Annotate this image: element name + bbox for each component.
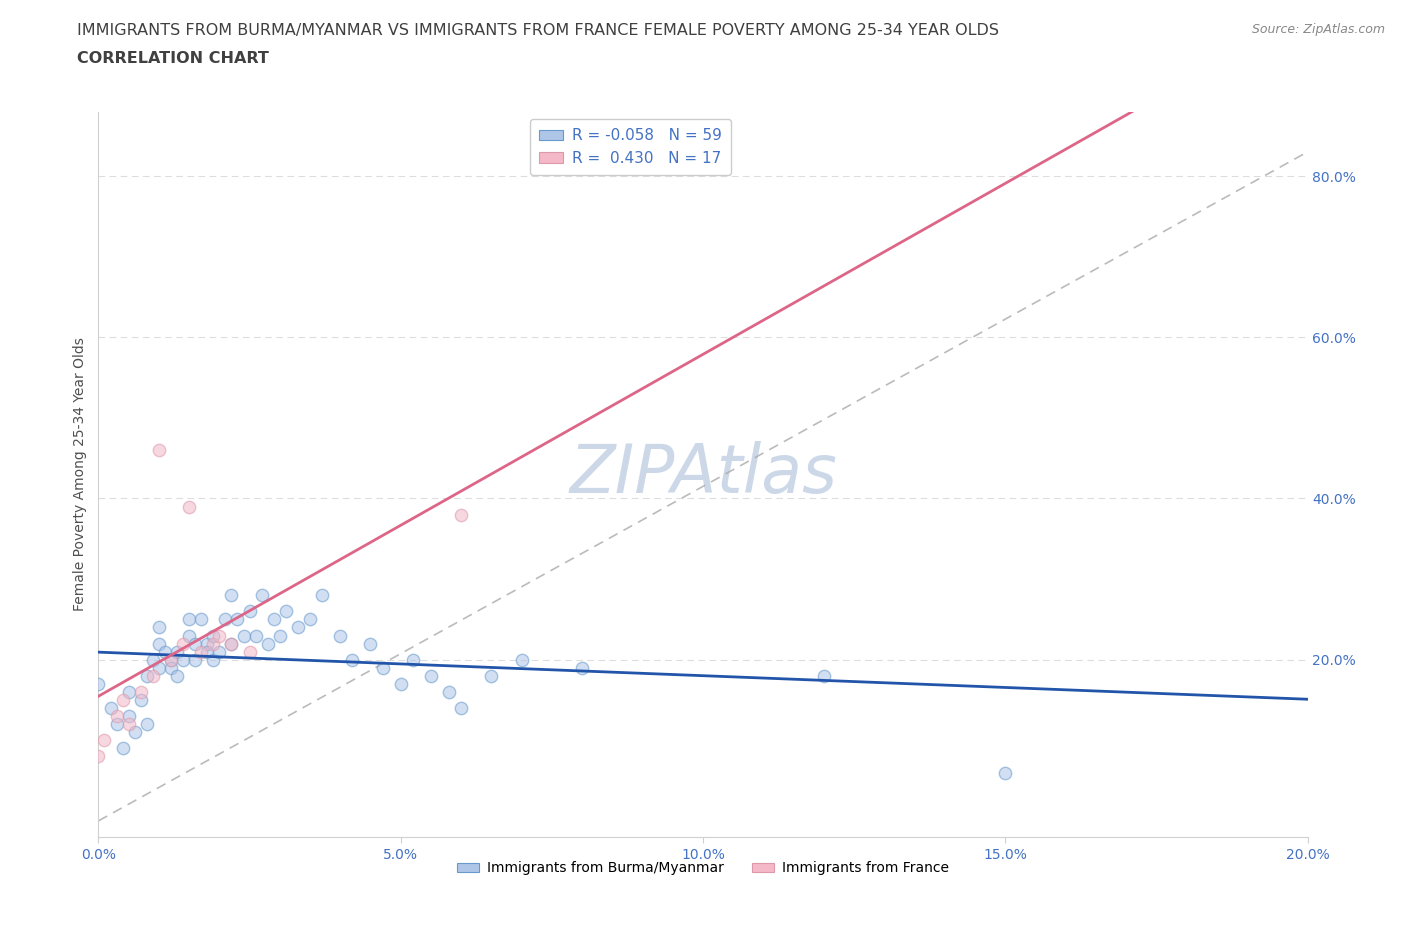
Point: [389, 676, 412, 691]
Point: [148, 660, 170, 675]
Point: [105, 717, 128, 732]
Point: [437, 684, 460, 699]
Point: [256, 636, 278, 651]
Point: [118, 717, 141, 732]
Point: [135, 717, 157, 732]
Point: [263, 612, 285, 627]
Point: [250, 588, 273, 603]
Point: [179, 499, 201, 514]
Point: [299, 612, 322, 627]
Point: [311, 588, 333, 603]
Point: [571, 660, 593, 675]
Point: [184, 636, 207, 651]
Point: [160, 660, 183, 675]
Point: [420, 669, 443, 684]
Point: [287, 620, 309, 635]
Point: [148, 620, 170, 635]
Point: [184, 652, 207, 667]
Point: [226, 612, 249, 627]
Point: [105, 709, 128, 724]
Point: [510, 652, 533, 667]
Point: [239, 604, 262, 618]
Point: [450, 507, 472, 522]
Point: [129, 684, 152, 699]
Point: [93, 733, 115, 748]
Text: Source: ZipAtlas.com: Source: ZipAtlas.com: [1251, 23, 1385, 36]
Point: [994, 765, 1017, 780]
Y-axis label: Female Poverty Among 25-34 Year Olds: Female Poverty Among 25-34 Year Olds: [73, 338, 87, 611]
Point: [148, 443, 170, 458]
Point: [190, 644, 212, 659]
Point: [87, 676, 110, 691]
Point: [153, 644, 176, 659]
Text: IMMIGRANTS FROM BURMA/MYANMAR VS IMMIGRANTS FROM FRANCE FEMALE POVERTY AMONG 25-: IMMIGRANTS FROM BURMA/MYANMAR VS IMMIGRA…: [77, 23, 1000, 38]
Point: [232, 628, 254, 643]
Point: [342, 652, 364, 667]
Point: [813, 669, 835, 684]
Point: [87, 749, 110, 764]
Point: [239, 644, 262, 659]
Point: [118, 684, 141, 699]
Point: [274, 604, 297, 618]
Point: [179, 628, 201, 643]
Point: [450, 700, 472, 715]
Point: [208, 628, 231, 643]
Point: [202, 628, 225, 643]
Point: [269, 628, 291, 643]
Point: [179, 612, 201, 627]
Point: [371, 660, 394, 675]
Point: [135, 669, 157, 684]
Point: [481, 669, 503, 684]
Point: [402, 652, 425, 667]
Point: [160, 652, 183, 667]
Point: [195, 644, 218, 659]
Point: [202, 652, 225, 667]
Point: [148, 636, 170, 651]
Point: [245, 628, 267, 643]
Point: [111, 693, 134, 708]
Point: [129, 693, 152, 708]
Point: [172, 652, 194, 667]
Point: [172, 636, 194, 651]
Point: [221, 588, 243, 603]
Legend: Immigrants from Burma/Myanmar, Immigrants from France: Immigrants from Burma/Myanmar, Immigrant…: [451, 856, 955, 881]
Point: [111, 741, 134, 756]
Point: [118, 709, 141, 724]
Point: [124, 724, 146, 739]
Point: [166, 644, 188, 659]
Point: [166, 669, 188, 684]
Point: [195, 636, 218, 651]
Point: [202, 636, 225, 651]
Point: [142, 669, 165, 684]
Point: [160, 652, 183, 667]
Point: [100, 700, 122, 715]
Point: [214, 612, 236, 627]
Point: [360, 636, 382, 651]
Point: [190, 612, 212, 627]
Point: [329, 628, 352, 643]
Point: [208, 644, 231, 659]
Text: CORRELATION CHART: CORRELATION CHART: [77, 51, 269, 66]
Point: [221, 636, 243, 651]
Text: ZIPAtlas: ZIPAtlas: [569, 442, 837, 507]
Point: [221, 636, 243, 651]
Point: [142, 652, 165, 667]
